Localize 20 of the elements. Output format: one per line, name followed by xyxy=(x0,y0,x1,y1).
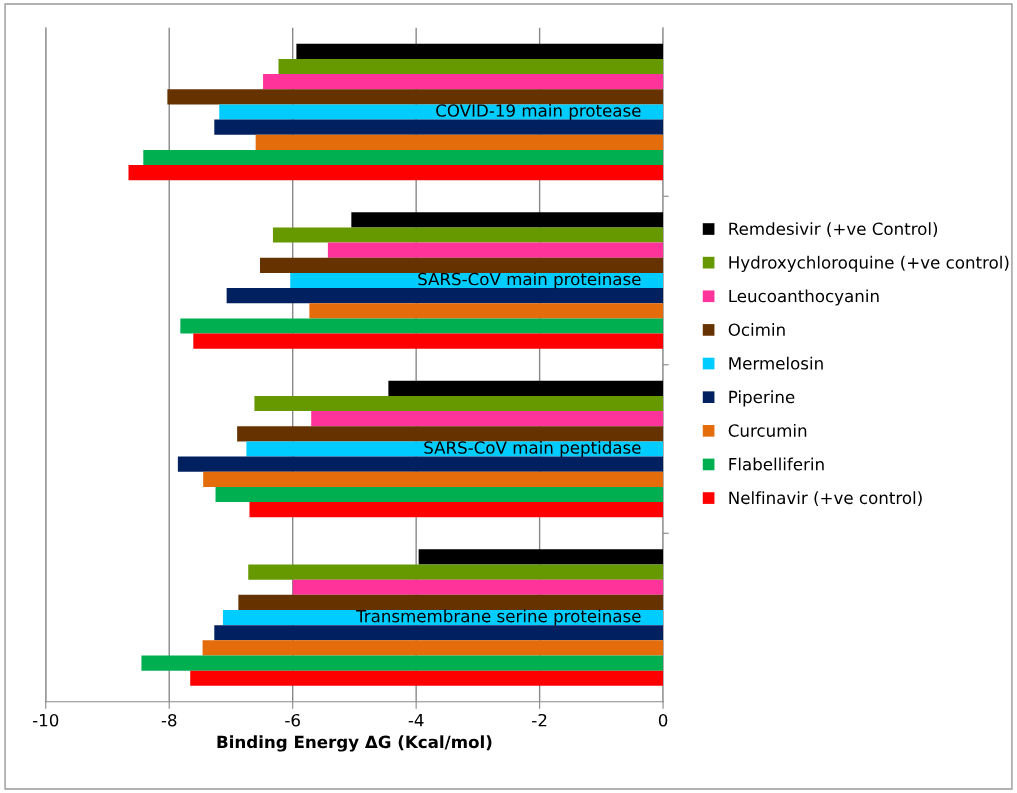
legend-label: Ocimin xyxy=(728,323,785,336)
legend-label: Hydroxychloroquine (+ve control) xyxy=(729,255,1009,272)
y-tick-label: SARS-CoV main proteinase xyxy=(418,272,641,289)
x-tick-label: -8 xyxy=(161,713,177,727)
x-tick-label: -6 xyxy=(285,713,300,727)
x-tick-label: 0 xyxy=(658,713,668,727)
legend-label: Piperine xyxy=(729,390,795,407)
legend-label: Remdesivir (+ve Control) xyxy=(729,222,938,238)
legend-label: Curcumin xyxy=(728,423,807,437)
x-axis-title: Binding Energy ΔG (Kcal/mol) xyxy=(217,735,492,752)
x-tick-label: -2 xyxy=(532,713,547,727)
x-tick-label: -10 xyxy=(32,713,59,727)
legend-label: Flabelliferin xyxy=(729,457,824,471)
y-tick-label: SARS-CoV main peptidase xyxy=(424,440,641,458)
y-tick-label: Transmembrane serine proteinase xyxy=(355,609,641,626)
y-tick-label: COVID-19 main protease xyxy=(436,103,641,121)
legend-label: Leucoanthocyanin xyxy=(729,289,879,306)
legend-label: Mermelosin xyxy=(729,356,823,370)
x-tick-label: -4 xyxy=(408,714,424,727)
legend-label: Nelfinavir (+ve control) xyxy=(729,491,922,507)
